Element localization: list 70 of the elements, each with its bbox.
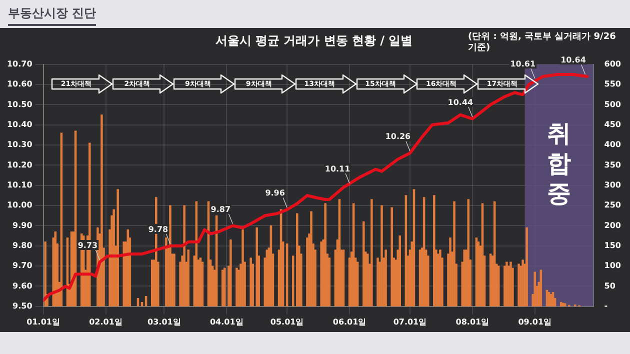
chart-title: 서울시 평균 거래가 변동 현황 / 일별: [215, 33, 413, 48]
y2-tick-label: 400: [604, 140, 622, 150]
bar: [44, 242, 46, 306]
bar: [380, 205, 383, 306]
y2-tick-label: 350: [604, 160, 622, 170]
y-tick-label: 10.00: [6, 200, 33, 210]
annotation: 10.11: [324, 164, 351, 174]
bar: [310, 211, 312, 306]
y-tick-label: 9.60: [12, 281, 33, 290]
bar: [453, 201, 456, 306]
annotation: 9.73: [78, 241, 98, 250]
bar: [510, 262, 512, 306]
y-tick-label: 9.50: [12, 301, 33, 310]
bar: [526, 227, 528, 306]
annotation: 9.96: [265, 188, 286, 198]
y-tick-label: 10.50: [6, 100, 33, 109]
annotation: 9.87: [210, 204, 231, 214]
bar: [183, 205, 186, 306]
bar: [390, 207, 393, 306]
x-tick-label: 07.01일: [393, 317, 427, 326]
annotation: 10.26: [385, 132, 412, 142]
x-tick-label: 03.01일: [148, 317, 181, 326]
bar: [296, 213, 298, 306]
bar: [230, 240, 232, 306]
bar: [362, 221, 365, 306]
bar: [169, 205, 172, 306]
annotation: 10.64: [560, 56, 586, 65]
y-tick-label: 9.70: [12, 261, 33, 270]
x-tick-label: 08.01일: [456, 317, 490, 326]
y2-tick-label: 500: [604, 100, 622, 109]
annotation: 9.78: [148, 224, 169, 234]
y-tick-label: 10.40: [6, 120, 33, 129]
y-tick-label: 10.70: [6, 59, 33, 68]
x-tick-label: 01.01일: [26, 317, 60, 326]
bar: [370, 199, 373, 306]
bar: [256, 227, 258, 306]
y-tick-label: 10.10: [6, 180, 33, 190]
annotation: 10.61: [510, 60, 536, 69]
x-tick-label: 09.01일: [518, 317, 552, 326]
y2-tick-label: 300: [604, 180, 622, 190]
bar: [433, 195, 436, 306]
bar: [439, 250, 442, 306]
y2-tick-label: 550: [604, 80, 622, 89]
bar: [242, 229, 244, 306]
text: 부동산시장 진단: [8, 5, 96, 26]
x-tick-label: 04.01일: [210, 317, 244, 326]
y2-tick-label: -: [604, 301, 608, 310]
y-tick-label: 10.20: [6, 160, 33, 170]
y2-tick-label: 50: [604, 281, 616, 290]
x-tick-label: 05.01일: [270, 317, 304, 326]
y-tick-label: 9.90: [12, 220, 33, 230]
y2-tick-label: 250: [604, 200, 622, 210]
y2-tick-label: 450: [604, 120, 622, 129]
band-label: 취합중: [547, 120, 572, 208]
y2-tick-label: 200: [604, 220, 622, 230]
bar: [250, 258, 252, 306]
bar: [324, 203, 326, 306]
x-tick-label: 06.01일: [332, 317, 366, 326]
y-tick-label: 10.30: [6, 140, 33, 150]
y2-tick-label: 600: [604, 59, 622, 68]
y2-tick-label: 100: [604, 261, 622, 270]
annotation: 10.44: [448, 98, 474, 107]
bar: [100, 114, 103, 306]
y2-tick-label: 150: [604, 240, 622, 250]
text: (단위 : 억원, 국토부 실거래가 9/26 기준): [468, 32, 617, 54]
y-tick-label: 10.60: [6, 80, 33, 89]
bar: [116, 189, 119, 306]
y-tick-label: 9.80: [12, 240, 33, 250]
bar: [534, 272, 536, 306]
x-tick-label: 02.01일: [89, 317, 122, 326]
